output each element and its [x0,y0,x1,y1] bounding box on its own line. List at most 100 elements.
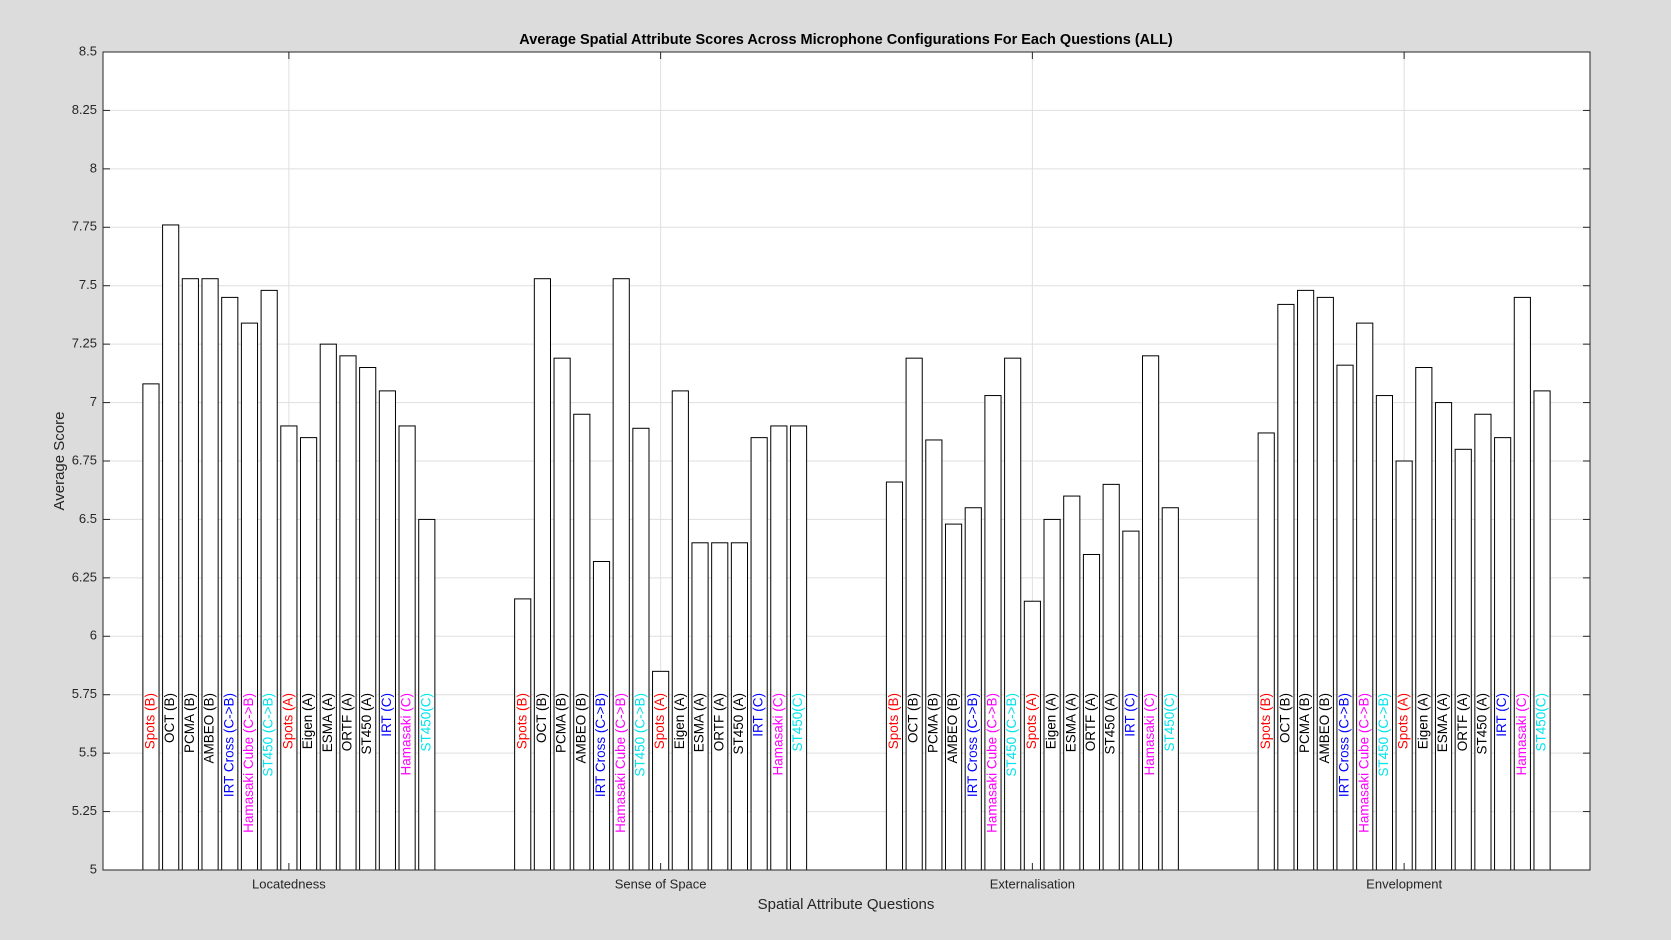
bar [1161,507,1179,871]
bar [1257,432,1275,871]
bar [1533,390,1551,871]
y-tick-label: 8.5 [79,43,97,58]
bar-label: Hamasaki (C) [770,693,785,776]
bar [1063,495,1081,871]
bar-label: IRT (C) [751,693,766,737]
bar [750,437,768,871]
bar-label: OCT (B) [906,693,921,743]
y-tick-label: 8.25 [72,102,97,117]
y-tick-label: 7.75 [72,219,97,234]
bar [1277,303,1295,871]
bar [1415,367,1433,871]
bar-label: Hamasaki Cube (C->B) [613,693,628,833]
bar [1494,437,1512,871]
bar [378,390,396,871]
bar-label: ST450 (C->B) [1004,693,1019,777]
bar-label: Eigen (A) [300,693,315,749]
bar [181,278,199,871]
bar-label: OCT (B) [534,693,549,743]
bar-label: ORTF (A) [711,693,726,751]
bar [553,357,571,871]
bar-label: Hamasaki Cube (C->B) [241,693,256,833]
bar [671,390,689,871]
bar-label: Hamasaki Cube (C->B) [1356,693,1371,833]
y-tick-label: 5.25 [72,803,97,818]
bar [359,367,377,871]
bar-label: OCT (B) [1277,693,1292,743]
bar [1474,413,1492,871]
bar [905,357,923,871]
bar-label: Spots (A) [280,693,295,749]
bar [162,224,180,871]
bar-label: Eigen (A) [1044,693,1059,749]
y-tick-label: 5.5 [79,745,97,760]
x-tick-label: Externalisation [990,876,1075,891]
bar [280,425,298,871]
x-axis-label: Spatial Attribute Questions [758,896,935,913]
bar-label: ST450 (A) [359,693,374,755]
bar [398,425,416,871]
bar-label: ORTF (A) [1083,693,1098,751]
bar-label: ST450(C) [1534,693,1549,752]
bar-label: Spots (A) [652,693,667,749]
y-tick-label: 6.5 [79,511,97,526]
y-tick-label: 5 [90,861,97,876]
bar-label: ST450 (C->B) [1376,693,1391,777]
bar-label: ORTF (A) [1455,693,1470,751]
bar-label: IRT (C) [1494,693,1509,737]
bar-label: ST450 (A) [731,693,746,755]
bar [925,439,943,871]
bar-label: IRT Cross (C->B) [221,693,236,797]
y-tick-label: 8 [90,160,97,175]
x-tick-label: Locatedness [252,876,326,891]
bar-label: IRT Cross (C->B) [593,693,608,797]
x-tick-label: Envelopment [1366,876,1442,891]
y-tick-label: 7 [90,394,97,409]
bar-label: ST450 (A) [1474,693,1489,755]
bar-label: Spots (A) [1396,693,1411,749]
bar-label: IRT Cross (C->B) [965,693,980,797]
bar-label: AMBEO (B) [1317,693,1332,764]
bar-label: ST450 (C->B) [632,693,647,777]
bar [1375,395,1394,871]
bar-label: ESMA (A) [692,693,707,752]
bar [319,343,337,871]
bar [632,427,650,871]
bar-label: AMBEO (B) [573,693,588,764]
y-tick-label: 5.75 [72,686,97,701]
y-tick-label: 6.25 [72,569,97,584]
bar-label: AMBEO (B) [202,693,217,764]
bar [573,413,591,871]
bar [299,437,318,871]
bar-label: Hamasaki (C) [399,693,414,776]
bar [1454,448,1472,871]
bar-label: ST450(C) [418,693,433,752]
bar-label: ST450 (C->B) [261,693,276,777]
bar [1004,357,1022,871]
bar [1142,355,1160,871]
y-tick-label: 6 [90,628,97,643]
bar [770,425,788,871]
bar [1102,483,1120,871]
bar [1434,402,1453,871]
bar-label: Hamasaki (C) [1142,693,1157,776]
bar-label: IRT (C) [379,693,394,737]
bar-label: Eigen (A) [1415,693,1430,749]
bar-label: ORTF (A) [340,693,355,751]
y-axis-label: Average Score [51,412,68,511]
bar-label: OCT (B) [162,693,177,743]
bar [201,278,219,871]
bar [260,289,278,871]
bar-label: Spots (B) [886,693,901,749]
bar-label: PCMA (B) [182,693,197,753]
bar [964,507,982,871]
bar [1513,296,1531,871]
bar [885,481,904,871]
bars: Spots (B) Spots (B) Spots (B) Spots (B) OCT … [142,224,1551,871]
bar [1395,460,1413,871]
y-tick-label: 7.5 [79,277,97,292]
bar [142,383,160,871]
y-tick-label: 7.25 [72,336,97,351]
bar-label: AMBEO (B) [945,693,960,764]
